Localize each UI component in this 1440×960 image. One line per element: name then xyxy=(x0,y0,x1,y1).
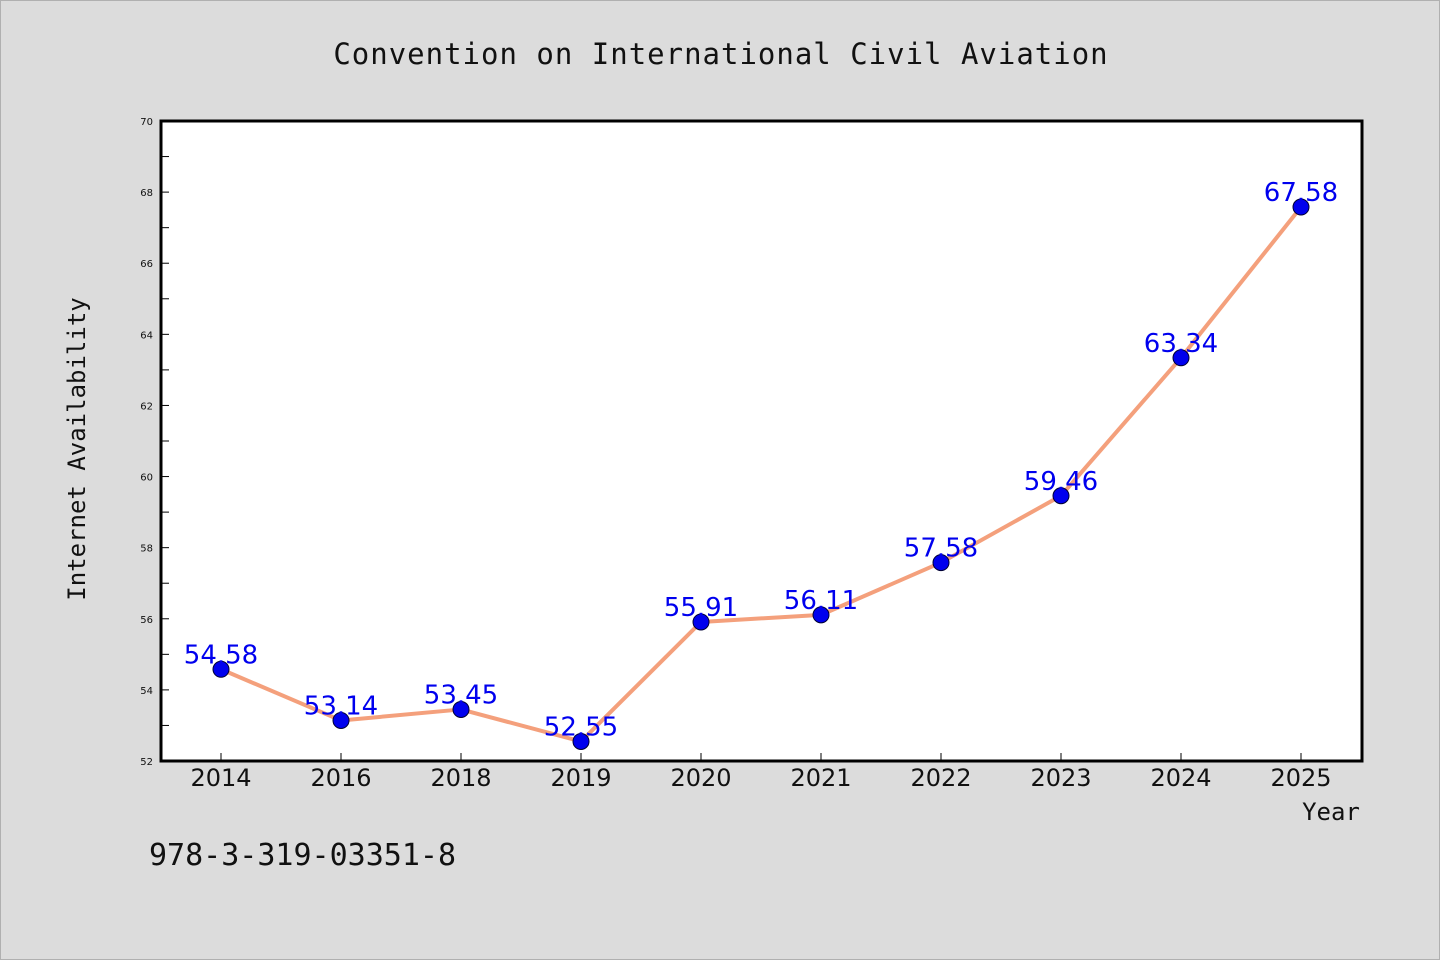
data-label: 59.46 xyxy=(1024,467,1098,497)
data-labels: 54.58 53.14 53.45 52.55 55.91 56.11 57.58 59.46… xyxy=(184,178,1338,742)
data-label: 63.34 xyxy=(1144,329,1218,359)
data-point xyxy=(332,711,350,729)
data-label: 54.58 xyxy=(184,640,258,670)
y-axis-label: Internet Availability xyxy=(63,297,91,600)
y-tick-label: 68 xyxy=(140,188,153,199)
y-tick-label: 56 xyxy=(140,615,153,626)
y-tick-label: 64 xyxy=(140,330,153,341)
y-tick-label: 58 xyxy=(140,544,153,555)
data-point xyxy=(1172,349,1190,367)
data-point xyxy=(1292,198,1310,216)
data-point xyxy=(812,606,830,624)
data-point xyxy=(572,732,590,750)
y-tick-label: 54 xyxy=(140,686,153,697)
x-tick-label: 2023 xyxy=(1030,764,1091,792)
y-tick-label: 66 xyxy=(140,259,153,270)
x-axis-ticks: 2014 2016 2018 2019 2020 2021 2022 2023 2024 2025 xyxy=(190,753,1332,792)
x-tick-label: 2025 xyxy=(1270,764,1331,792)
x-tick-label: 2024 xyxy=(1150,764,1211,792)
x-axis-label: Year xyxy=(1302,798,1360,826)
x-tick-label: 2018 xyxy=(430,764,491,792)
data-label: 55.91 xyxy=(664,593,738,623)
x-tick-label: 2019 xyxy=(550,764,611,792)
data-label: 52.55 xyxy=(544,712,618,742)
x-tick-label: 2014 xyxy=(190,764,251,792)
data-label: 56.11 xyxy=(784,586,858,616)
series-line xyxy=(219,205,1303,744)
y-axis-ticks: 52 54 56 58 60 62 64 66 68 70 xyxy=(140,117,169,768)
plot-area xyxy=(159,119,1364,763)
y-tick-label: 62 xyxy=(140,401,153,412)
x-tick-label: 2022 xyxy=(910,764,971,792)
data-label: 53.14 xyxy=(304,691,378,721)
y-tick-label: 60 xyxy=(140,473,153,484)
data-point xyxy=(932,554,950,572)
footnote-isbn: 978-3-319-03351-8 xyxy=(149,838,456,873)
series-layer xyxy=(212,198,1310,750)
x-tick-label: 2020 xyxy=(670,764,731,792)
x-tick-label: 2016 xyxy=(310,764,371,792)
y-tick-label: 70 xyxy=(140,117,153,128)
x-tick-label: 2021 xyxy=(790,764,851,792)
data-label: 67.58 xyxy=(1264,178,1338,208)
data-label: 53.45 xyxy=(424,680,498,710)
data-point xyxy=(212,660,230,678)
data-point xyxy=(1052,487,1070,505)
data-label: 57.58 xyxy=(904,534,978,564)
data-point xyxy=(692,613,710,631)
y-tick-label: 52 xyxy=(140,757,153,768)
chart-title: Convention on International Civil Aviati… xyxy=(333,37,1108,71)
data-point xyxy=(452,700,470,718)
